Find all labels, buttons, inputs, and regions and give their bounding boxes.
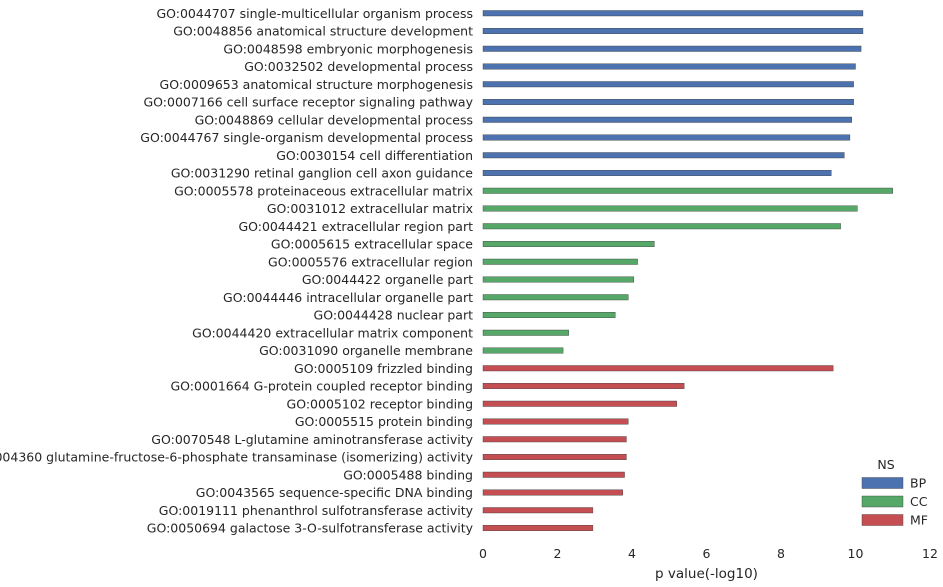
- bar-mf: [482, 418, 629, 425]
- bar-cc: [482, 347, 564, 354]
- category-label: GO:0044420 extracellular matrix componen…: [192, 325, 473, 340]
- x-axis-label: p value(-log10): [655, 566, 758, 582]
- category-label: GO:0005578 proteinaceous extracellular m…: [174, 183, 473, 198]
- bar-cc: [482, 205, 858, 212]
- x-tick-label: 0: [479, 546, 487, 561]
- category-label: GO:0031012 extracellular matrix: [267, 201, 473, 216]
- bar-mf: [482, 489, 623, 496]
- bar-cc: [482, 276, 635, 283]
- legend-swatch-cc: [861, 495, 904, 508]
- legend-entries: BP CC MF: [861, 476, 928, 528]
- category-label: GO:0070548 L-glutamine aminotransferase …: [151, 432, 473, 447]
- category-label: GO:0048856 anatomical structure developm…: [173, 24, 473, 39]
- bar-cc: [482, 223, 841, 230]
- bars-layer: [482, 10, 893, 531]
- bar-bp: [482, 81, 854, 88]
- bar-bp: [482, 134, 851, 141]
- bar-bp: [482, 170, 832, 176]
- category-labels: GO:0044707 single-multicellular organism…: [0, 6, 474, 536]
- legend-label-cc: CC: [910, 494, 928, 509]
- category-label: GO:0032502 developmental process: [244, 59, 473, 74]
- category-label: GO:0030154 cell differentiation: [276, 148, 473, 163]
- bar-mf: [482, 400, 677, 407]
- category-label: GO:0031090 organelle membrane: [259, 343, 473, 358]
- bar-cc: [482, 312, 616, 318]
- x-tick-label: 4: [628, 546, 636, 561]
- x-tick-label: 8: [777, 546, 785, 561]
- bar-bp: [482, 45, 862, 52]
- category-label: GO:0009653 anatomical structure morphoge…: [160, 77, 473, 92]
- category-label: GO:0004360 glutamine-fructose-6-phosphat…: [0, 450, 474, 465]
- legend: NS BP CC MF: [861, 457, 928, 528]
- bar-bp: [482, 152, 845, 159]
- legend-swatch-mf: [861, 514, 904, 526]
- category-label: GO:0005515 protein binding: [295, 414, 473, 429]
- legend-title: NS: [877, 457, 894, 472]
- legend-swatch-bp: [861, 477, 904, 489]
- category-label: GO:0005109 frizzled binding: [294, 361, 473, 376]
- category-label: GO:0019111 phenanthrol sulfotransferase …: [159, 503, 474, 518]
- bar-bp: [482, 116, 852, 123]
- bar-mf: [482, 507, 594, 514]
- category-label: GO:0007166 cell surface receptor signali…: [143, 95, 473, 110]
- category-label: GO:0031290 retinal ganglion cell axon gu…: [171, 166, 473, 181]
- x-tick-label: 12: [922, 546, 938, 561]
- legend-label-mf: MF: [910, 513, 928, 528]
- bar-cc: [482, 294, 629, 301]
- x-tick-label: 2: [554, 546, 562, 561]
- category-label: GO:0048869 cellular developmental proces…: [195, 112, 473, 127]
- bar-cc: [482, 187, 893, 194]
- bar-cc: [482, 258, 638, 265]
- category-label: GO:0050694 galactose 3-O-sulfotransferas…: [147, 521, 474, 536]
- bar-bp: [482, 99, 854, 105]
- category-label: GO:0044428 nuclear part: [314, 308, 474, 323]
- bar-bp: [482, 28, 864, 34]
- bar-mf: [482, 436, 627, 443]
- category-label: GO:0044422 organelle part: [302, 272, 473, 287]
- bar-cc: [482, 329, 569, 336]
- category-label: GO:0044446 intracellular organelle part: [223, 290, 473, 305]
- category-label: GO:0005615 extracellular space: [271, 237, 473, 252]
- x-axis: 0 2 4 6 8 10 12: [479, 546, 938, 561]
- category-label: GO:0044421 extracellular region part: [238, 219, 473, 234]
- category-label: GO:0005488 binding: [343, 467, 473, 482]
- x-tick-label: 10: [848, 546, 864, 561]
- category-label: GO:0044707 single-multicellular organism…: [156, 6, 473, 21]
- category-label: GO:0001664 G-protein coupled receptor bi…: [170, 379, 473, 394]
- category-label: GO:0043565 sequence-specific DNA binding: [196, 485, 473, 500]
- bar-mf: [482, 471, 625, 478]
- category-label: GO:0005102 receptor binding: [287, 396, 473, 411]
- category-label: GO:0005576 extracellular region: [268, 254, 473, 269]
- bar-mf: [482, 454, 627, 460]
- category-label: GO:0044767 single-organism developmental…: [140, 130, 473, 145]
- legend-label-bp: BP: [910, 476, 927, 491]
- bar-cc: [482, 241, 655, 247]
- bar-mf: [482, 365, 834, 372]
- bar-mf: [482, 525, 594, 531]
- category-label: GO:0048598 embryonic morphogenesis: [223, 41, 473, 56]
- bar-bp: [482, 10, 864, 17]
- bar-mf: [482, 383, 685, 389]
- bar-bp: [482, 63, 856, 70]
- x-tick-label: 6: [703, 546, 711, 561]
